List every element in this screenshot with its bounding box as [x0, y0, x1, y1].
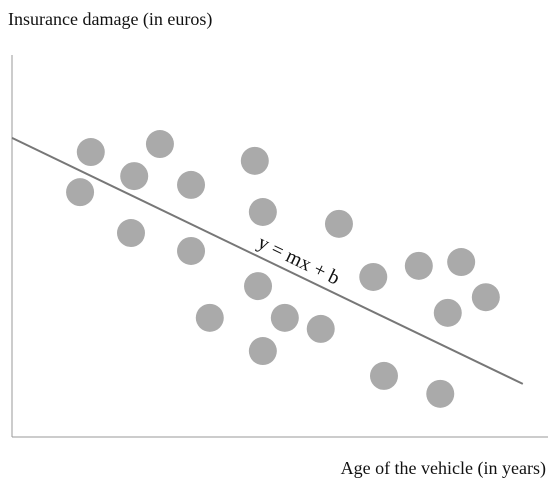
- point: [248, 198, 277, 227]
- point: [195, 303, 224, 332]
- point: [240, 146, 269, 175]
- point: [471, 283, 500, 312]
- regression-line: [11, 136, 524, 385]
- point: [145, 130, 174, 159]
- point: [120, 162, 149, 191]
- point: [76, 138, 105, 167]
- point: [426, 379, 455, 408]
- point: [116, 219, 145, 248]
- point: [359, 262, 388, 291]
- x-axis-label: Age of the vehicle (in years): [341, 458, 546, 479]
- point: [369, 361, 398, 390]
- point: [324, 209, 353, 238]
- point: [270, 303, 299, 332]
- y-axis-label: Insurance damage (in euros): [8, 9, 212, 30]
- point: [447, 248, 476, 277]
- point: [433, 298, 462, 327]
- point: [244, 272, 273, 301]
- point: [404, 251, 433, 280]
- point: [306, 314, 335, 343]
- point: [177, 170, 206, 199]
- point: [248, 337, 277, 366]
- point: [177, 236, 206, 265]
- point: [66, 178, 95, 207]
